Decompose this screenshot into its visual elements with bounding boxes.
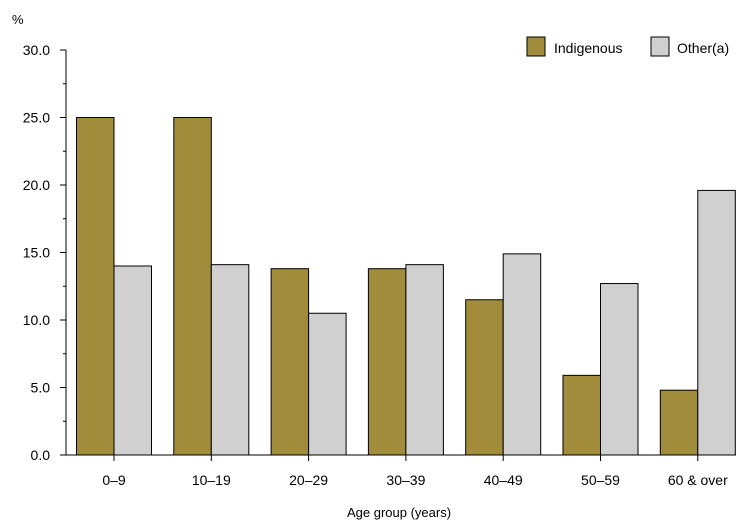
bar-indigenous-6 <box>659 389 699 456</box>
x-tick-label: 30–39 <box>386 472 425 488</box>
x-tick-label: 0–9 <box>102 472 126 488</box>
y-tick-label: 30.0 <box>23 42 50 58</box>
x-tick-label: 40–49 <box>484 472 523 488</box>
bar-other-5 <box>600 283 639 456</box>
legend: Indigenous Other(a) <box>526 36 729 57</box>
y-tick-label: 25.0 <box>23 110 50 126</box>
bar-indigenous-4 <box>465 299 504 456</box>
legend-label-other: Other(a) <box>677 40 729 56</box>
bar-other-4 <box>502 253 542 456</box>
bar-other-1 <box>210 264 250 456</box>
y-tick-label: 0.0 <box>31 447 51 463</box>
legend-swatch-other <box>650 36 670 57</box>
x-tick-label: 10–19 <box>192 472 231 488</box>
x-tick-label: 60 & over <box>668 472 728 488</box>
y-tick-label: 10.0 <box>23 312 50 328</box>
bars <box>76 117 736 456</box>
y-tick-label: 5.0 <box>31 380 51 396</box>
bar-other-6 <box>697 189 736 456</box>
bar-indigenous-3 <box>367 268 407 456</box>
bar-other-0 <box>113 265 152 456</box>
x-tick-label: 20–29 <box>289 472 328 488</box>
y-tick-label: 20.0 <box>23 177 50 193</box>
x-axis-label: Age group (years) <box>347 505 451 520</box>
bar-other-2 <box>308 312 347 456</box>
legend-swatch-indigenous <box>526 36 546 57</box>
bar-indigenous-5 <box>562 374 601 456</box>
x-tick-label: 50–59 <box>581 472 620 488</box>
y-axis-label: % <box>12 12 24 27</box>
bar-indigenous-1 <box>173 117 212 456</box>
y-axis: 0.0 5.0 10.0 15.0 20.0 25.0 30.0 <box>23 42 67 463</box>
bar-indigenous-2 <box>270 268 310 456</box>
legend-label-indigenous: Indigenous <box>554 40 623 56</box>
bar-other-3 <box>405 264 444 456</box>
bar-indigenous-0 <box>76 117 115 456</box>
y-tick-label: 15.0 <box>23 245 50 261</box>
x-axis: 0–9 10–19 20–29 30–39 40–49 50–59 60 & over <box>66 454 736 488</box>
